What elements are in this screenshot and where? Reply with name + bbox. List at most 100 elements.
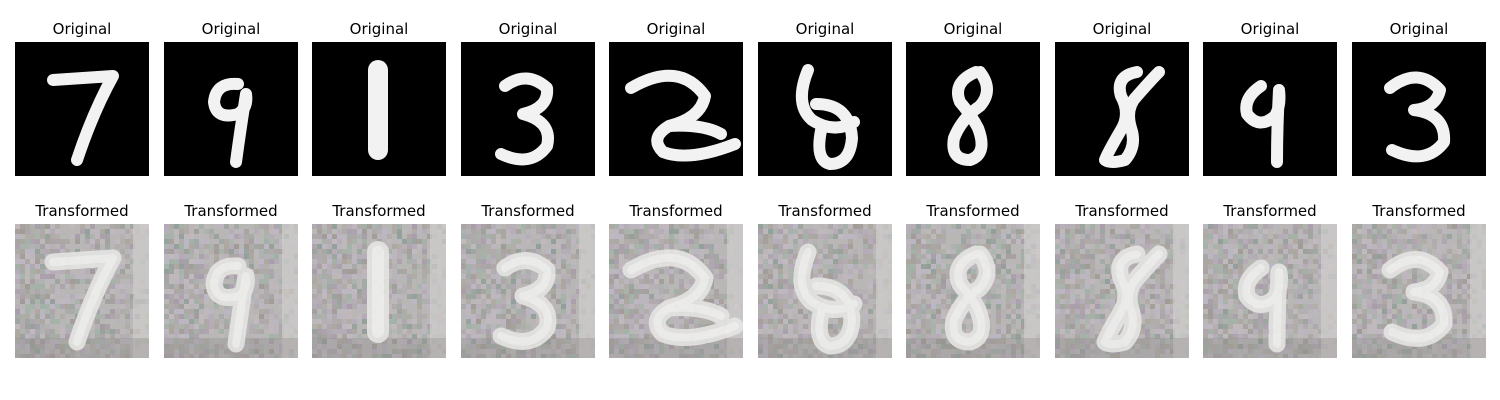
digit-stroke <box>1381 251 1453 347</box>
digit-image-svg <box>758 42 892 176</box>
transformed-title-2: Transformed <box>184 202 278 220</box>
digit-stroke-highlight <box>1242 264 1284 348</box>
edge-band <box>727 224 743 358</box>
digit-image-svg <box>461 42 595 176</box>
edge-band <box>1470 224 1486 358</box>
digit-image-svg <box>758 224 892 358</box>
edge-band <box>579 224 595 358</box>
original-title-7: Original <box>943 20 1003 38</box>
digit-image-svg <box>1352 224 1486 358</box>
digit-stroke <box>1099 66 1165 168</box>
digit-stroke-highlight <box>949 250 991 346</box>
digit-image-svg <box>312 42 446 176</box>
image-background <box>164 42 298 176</box>
original-title-9: Original <box>1240 20 1300 38</box>
edge-band <box>430 224 446 358</box>
original-digit-image-6 <box>758 42 892 176</box>
original-title-6: Original <box>795 20 855 38</box>
transformed-title-6: Transformed <box>778 202 872 220</box>
original-digit-image-5 <box>609 42 743 176</box>
transformed-digit-image-5 <box>609 224 743 358</box>
digit-stroke-highlight <box>798 248 858 350</box>
original-title-3: Original <box>349 20 409 38</box>
transformed-title-8: Transformed <box>1075 202 1169 220</box>
digit-stroke <box>947 66 993 166</box>
image-background <box>1203 42 1337 176</box>
digit-image-svg <box>1055 224 1189 358</box>
noise-texture <box>609 224 743 358</box>
original-title-10: Original <box>1389 20 1449 38</box>
digit-stroke <box>44 249 122 351</box>
digit-stroke-highlight <box>49 254 117 346</box>
digit-image-svg <box>906 42 1040 176</box>
digit-stroke-highlight <box>210 261 251 348</box>
transformed-digit-image-6 <box>758 224 892 358</box>
transformed-digit-image-7 <box>906 224 1040 358</box>
digit-stroke <box>495 72 554 166</box>
bottom-shade <box>312 338 446 358</box>
original-title-8: Original <box>1092 20 1152 38</box>
edge-band <box>1024 224 1040 358</box>
digit-image-svg <box>1055 42 1189 176</box>
noise-texture <box>758 224 892 358</box>
transformed-digit-image-10 <box>1352 224 1486 358</box>
transformed-digit-image-9 <box>1203 224 1337 358</box>
digit-stroke <box>492 252 557 350</box>
digit-image-svg <box>609 224 743 358</box>
digit-stroke <box>205 257 255 353</box>
transformed-title-4: Transformed <box>481 202 575 220</box>
original-title-4: Original <box>498 20 558 38</box>
transformed-title-1: Transformed <box>35 202 129 220</box>
digit-image-svg <box>164 224 298 358</box>
digit-image-svg <box>15 42 149 176</box>
transformed-title-5: Transformed <box>629 202 723 220</box>
digit-image-svg <box>164 42 298 176</box>
digit-stroke-highlight <box>497 256 552 346</box>
edge-band <box>1173 224 1189 358</box>
original-digit-image-4 <box>461 42 595 176</box>
digit-stroke <box>1240 80 1286 168</box>
digit-stroke-highlight <box>1101 250 1163 348</box>
original-title-1: Original <box>52 20 112 38</box>
transformed-title-10: Transformed <box>1372 202 1466 220</box>
digit-image-svg <box>1352 42 1486 176</box>
digit-stroke <box>1237 259 1288 353</box>
digit-stroke-highlight <box>627 253 739 342</box>
transformed-digit-image-8 <box>1055 224 1189 358</box>
digit-image-svg <box>609 42 743 176</box>
digit-image-svg <box>1203 224 1337 358</box>
digit-stroke <box>622 249 743 347</box>
digit-stroke <box>944 245 996 351</box>
original-digit-image-2 <box>164 42 298 176</box>
edge-band <box>876 224 892 358</box>
original-digit-image-1 <box>15 42 149 176</box>
transformed-title-9: Transformed <box>1223 202 1317 220</box>
digit-image-svg <box>1203 42 1337 176</box>
digit-stroke <box>208 77 253 168</box>
edge-band <box>1321 224 1337 358</box>
transformed-digit-image-3 <box>312 224 446 358</box>
transformed-digit-image-1 <box>15 224 149 358</box>
transformed-digit-image-4 <box>461 224 595 358</box>
digit-image-svg <box>461 224 595 358</box>
original-title-2: Original <box>201 20 261 38</box>
original-title-5: Original <box>646 20 706 38</box>
edge-band <box>133 224 149 358</box>
edge-band <box>282 224 298 358</box>
digit-stroke <box>47 70 119 166</box>
digit-stroke-highlight <box>1386 255 1449 343</box>
digit-image-svg <box>312 224 446 358</box>
bottom-shade <box>1352 338 1486 358</box>
digit-stroke <box>625 69 741 162</box>
digit-image-svg <box>15 224 149 358</box>
original-digit-image-9 <box>1203 42 1337 176</box>
digit-stroke <box>1384 71 1451 163</box>
original-digit-image-3 <box>312 42 446 176</box>
digit-image-svg <box>906 224 1040 358</box>
digit-stroke <box>1096 245 1168 353</box>
digit-stroke <box>796 64 860 170</box>
original-digit-image-10 <box>1352 42 1486 176</box>
original-digit-image-7 <box>906 42 1040 176</box>
transformed-digit-image-2 <box>164 224 298 358</box>
